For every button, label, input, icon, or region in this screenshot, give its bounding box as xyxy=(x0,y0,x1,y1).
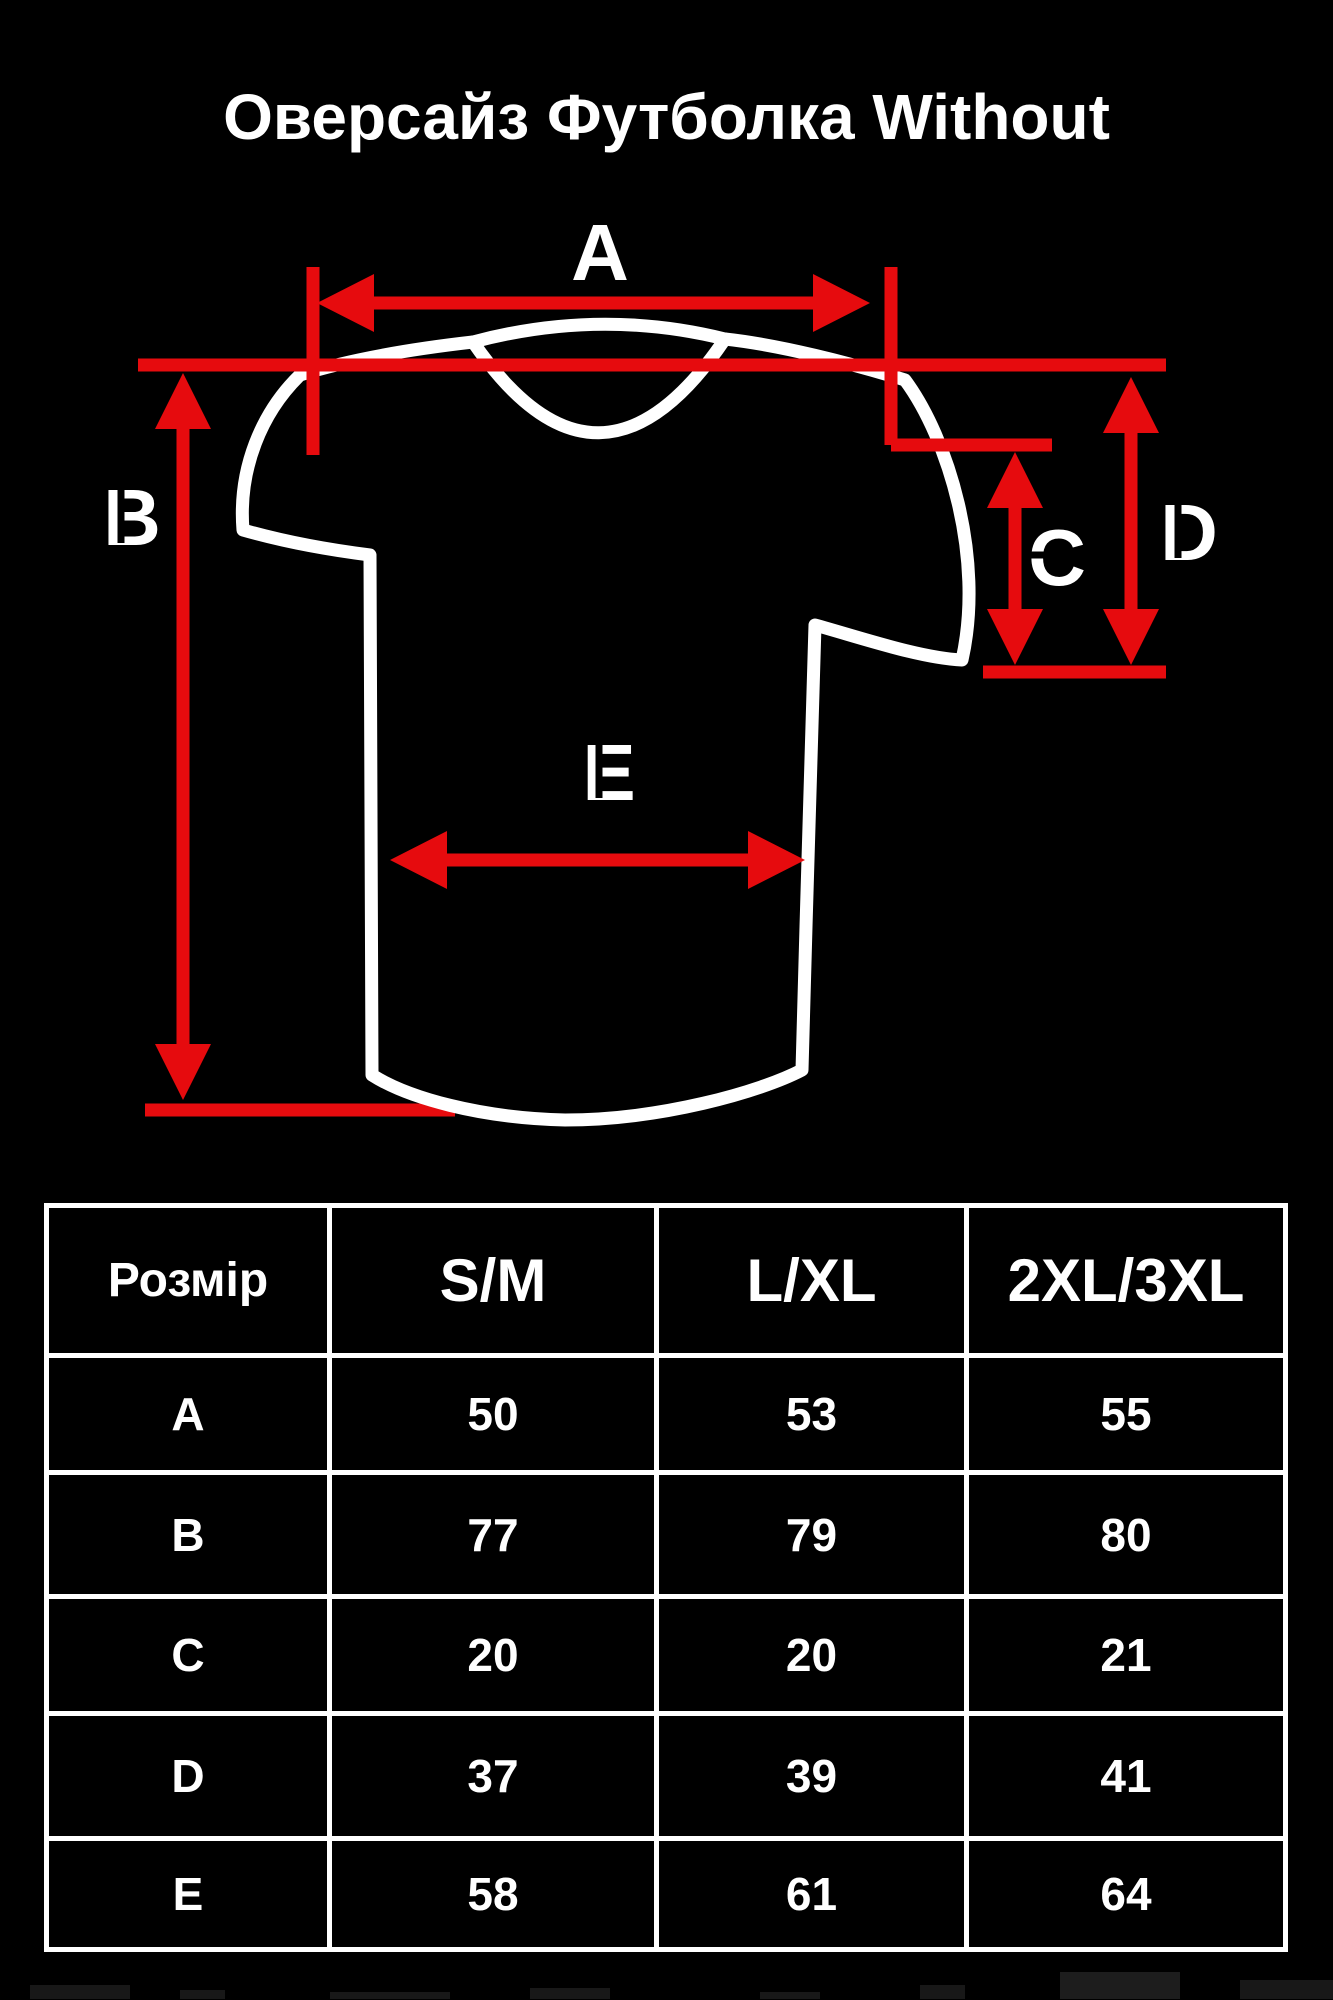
b-arrowhead-top xyxy=(155,373,211,429)
e-arrowhead-left xyxy=(390,831,447,889)
a-arrowhead-right xyxy=(813,274,870,332)
d-arrowhead-top xyxy=(1103,377,1159,433)
row-a-lxl: 53 xyxy=(659,1358,964,1470)
measurement-diagram: A B C D E xyxy=(103,208,1218,1127)
measure-letter-labels: A B C D E xyxy=(103,208,1218,817)
collar-scoop xyxy=(466,332,732,440)
measure-label-a: A xyxy=(571,208,629,297)
c-arrowhead-top xyxy=(987,452,1043,508)
page-title: Оверсайз Футболка Without xyxy=(223,81,1110,153)
row-c-sm: 20 xyxy=(332,1599,654,1711)
row-e-2xl3xl: 64 xyxy=(969,1841,1283,1947)
measure-label-e: E xyxy=(582,728,635,817)
row-d-label: D xyxy=(49,1716,327,1836)
c-arrowhead-bottom xyxy=(987,609,1043,665)
table-header-lxl: L/XL xyxy=(659,1208,964,1353)
cropped-bottom-artifact xyxy=(0,1960,1333,2000)
d-arrowhead-bottom xyxy=(1103,609,1159,665)
t-shirt-outline-icon xyxy=(235,317,976,1127)
row-b-sm: 77 xyxy=(332,1475,654,1594)
row-e-label: E xyxy=(49,1841,327,1947)
row-b-2xl3xl: 80 xyxy=(969,1475,1283,1594)
measure-label-d: D xyxy=(1160,488,1218,577)
e-arrowhead-right xyxy=(748,831,805,889)
row-d-sm: 37 xyxy=(332,1716,654,1836)
table-header-size: Розмір xyxy=(49,1208,327,1353)
table-header-2xl3xl: 2XL/3XL xyxy=(969,1208,1283,1353)
row-c-2xl3xl: 21 xyxy=(969,1599,1283,1711)
size-table: Розмір S/M L/XL 2XL/3XL A 50 53 55 B 77 … xyxy=(44,1203,1288,1952)
row-a-2xl3xl: 55 xyxy=(969,1358,1283,1470)
measure-label-b: B xyxy=(103,473,161,562)
row-e-sm: 58 xyxy=(332,1841,654,1947)
row-a-label: A xyxy=(49,1358,327,1470)
b-arrowhead-bottom xyxy=(155,1044,211,1100)
row-d-lxl: 39 xyxy=(659,1716,964,1836)
row-c-lxl: 20 xyxy=(659,1599,964,1711)
row-e-lxl: 61 xyxy=(659,1841,964,1947)
row-c-label: C xyxy=(49,1599,327,1711)
row-b-lxl: 79 xyxy=(659,1475,964,1594)
row-d-2xl3xl: 41 xyxy=(969,1716,1283,1836)
row-b-label: B xyxy=(49,1475,327,1594)
row-a-sm: 50 xyxy=(332,1358,654,1470)
table-header-sm: S/M xyxy=(332,1208,654,1353)
a-arrowhead-left xyxy=(317,274,374,332)
measure-arrows xyxy=(138,267,1166,1100)
